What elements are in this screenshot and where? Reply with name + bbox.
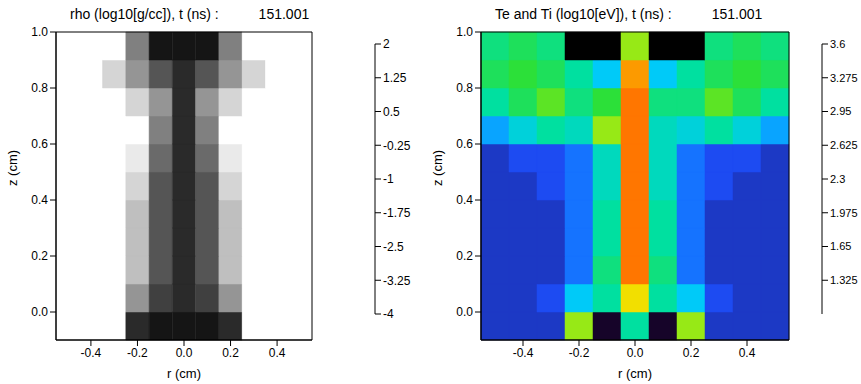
svg-text:0.8: 0.8 bbox=[456, 81, 473, 95]
svg-text:-1: -1 bbox=[383, 172, 394, 186]
svg-text:0.6: 0.6 bbox=[456, 137, 473, 151]
svg-text:0.2: 0.2 bbox=[31, 249, 48, 263]
svg-text:2.625: 2.625 bbox=[830, 139, 858, 151]
html-text:151.001: 151.001 bbox=[711, 6, 763, 22]
svg-text:z (cm): z (cm) bbox=[430, 150, 445, 186]
svg-text:0.0: 0.0 bbox=[627, 346, 644, 360]
svg-text:0.4: 0.4 bbox=[31, 193, 48, 207]
svg-text:3.275: 3.275 bbox=[830, 72, 858, 84]
svg-text:-4: -4 bbox=[383, 307, 394, 320]
svg-text:-0.4: -0.4 bbox=[513, 346, 534, 360]
svg-text:0.2: 0.2 bbox=[683, 346, 700, 360]
svg-text:z (cm): z (cm) bbox=[5, 150, 20, 186]
svg-text:3.6: 3.6 bbox=[830, 38, 845, 50]
svg-text:r (cm): r (cm) bbox=[618, 366, 652, 381]
svg-text:2.3: 2.3 bbox=[830, 173, 845, 185]
svg-text:0.4: 0.4 bbox=[269, 346, 286, 360]
svg-text:-0.2: -0.2 bbox=[569, 346, 590, 360]
svg-text:0.0: 0.0 bbox=[31, 305, 48, 319]
svg-text:r (cm): r (cm) bbox=[167, 366, 201, 381]
svg-text:1.975: 1.975 bbox=[830, 207, 858, 219]
svg-text:2.95: 2.95 bbox=[830, 105, 851, 117]
svg-text:-0.4: -0.4 bbox=[81, 346, 102, 360]
svg-text:1.25: 1.25 bbox=[383, 71, 407, 85]
svg-text:0.2: 0.2 bbox=[456, 249, 473, 263]
html-text:Te and Ti (log10[eV]), t (ns): Te and Ti (log10[eV]), t (ns) : bbox=[495, 6, 672, 22]
svg-text:1.0: 1.0 bbox=[31, 25, 48, 39]
html-text:rho (log10[g/cc]), t (ns) :: rho (log10[g/cc]), t (ns) : bbox=[70, 6, 219, 22]
svg-text:-1.75: -1.75 bbox=[383, 206, 411, 220]
svg-text:0.0: 0.0 bbox=[456, 305, 473, 319]
svg-text:0.8: 0.8 bbox=[31, 81, 48, 95]
svg-text:2: 2 bbox=[383, 38, 390, 51]
html-text:151.001: 151.001 bbox=[258, 6, 310, 22]
svg-text:1.65: 1.65 bbox=[830, 240, 851, 252]
svg-text:-0.25: -0.25 bbox=[383, 139, 411, 153]
svg-text:-0.2: -0.2 bbox=[127, 346, 148, 360]
svg-text:0.5: 0.5 bbox=[383, 105, 400, 119]
svg-text:0.6: 0.6 bbox=[31, 137, 48, 151]
svg-text:-3.25: -3.25 bbox=[383, 274, 411, 288]
svg-text:0.4: 0.4 bbox=[456, 193, 473, 207]
svg-text:-2.5: -2.5 bbox=[383, 240, 404, 254]
svg-text:1.0: 1.0 bbox=[456, 25, 473, 39]
svg-text:0.2: 0.2 bbox=[222, 346, 239, 360]
svg-text:0.4: 0.4 bbox=[739, 346, 756, 360]
svg-text:1.325: 1.325 bbox=[830, 274, 858, 286]
svg-text:0.0: 0.0 bbox=[176, 346, 193, 360]
